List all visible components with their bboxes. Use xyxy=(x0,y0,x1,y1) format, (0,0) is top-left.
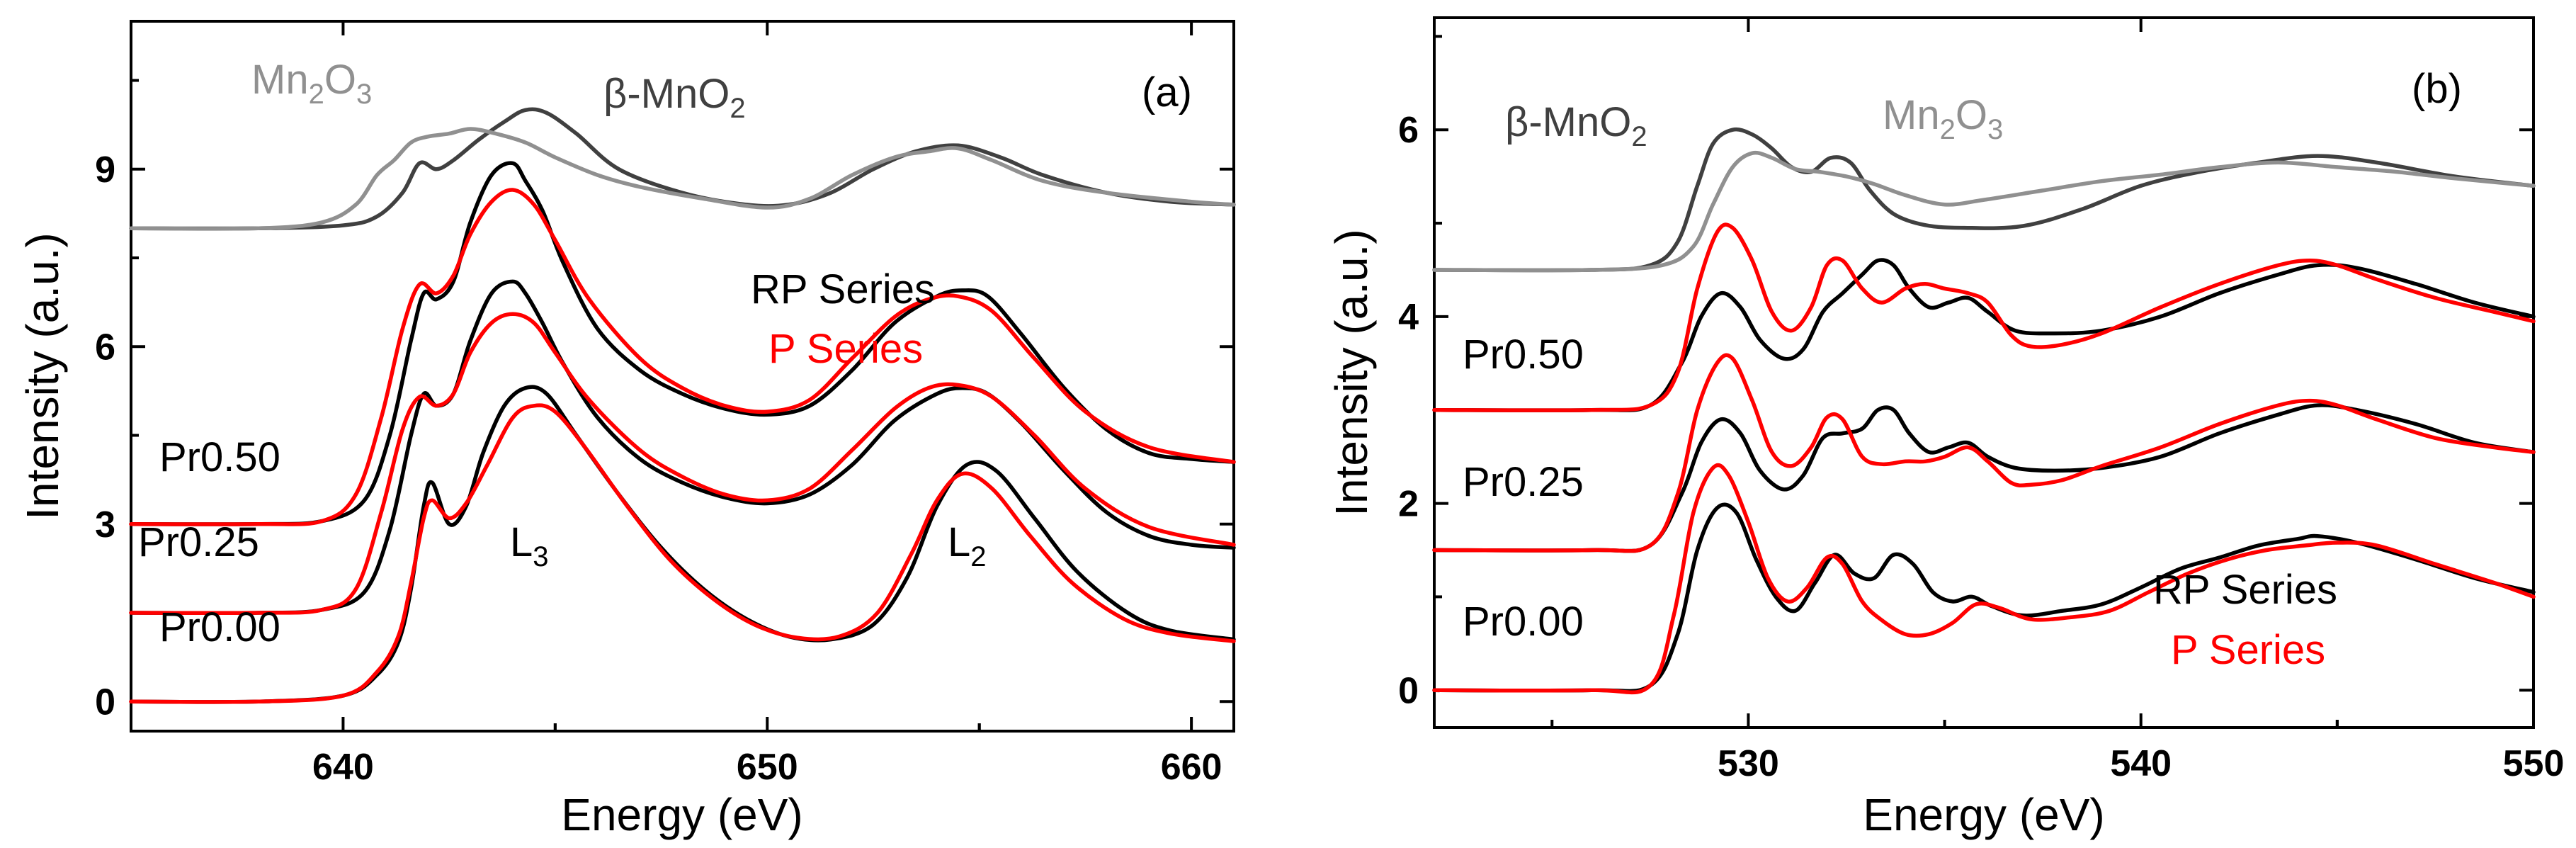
ref-label-bmno2: β-MnO2 xyxy=(603,71,746,124)
panel-b-label: (b) xyxy=(2412,66,2462,112)
panel-b-series xyxy=(1432,127,2536,695)
panel-b-o-k-edge: 530 540 550 0 2 4 6 (b) Energy (eV) Intensity … xyxy=(1326,16,2564,840)
panel-a-ytick-label: 6 xyxy=(95,327,115,368)
panel-b-series-pr0-25-p xyxy=(1432,353,2536,553)
panel-a-xtick-label: 660 xyxy=(1161,747,1222,788)
panel-a-series-pr0-25-p xyxy=(129,312,1236,616)
legend-rp-series: RP Series xyxy=(751,266,935,312)
panel-b-series-pr0-00-p xyxy=(1432,463,2536,695)
panel-b-ticks: 530 540 550 0 2 4 6 xyxy=(1398,18,2564,784)
panel-b-series-pr0-50-rp xyxy=(1432,258,2536,412)
legend-rp-series-b: RP Series xyxy=(2153,567,2337,613)
panel-b-xtick-label: 540 xyxy=(2110,743,2172,784)
panel-b-series--mno2 xyxy=(1432,127,2536,273)
panel-b-xtick-label: 550 xyxy=(2503,743,2565,784)
sample-label-pr000: Pr0.00 xyxy=(159,604,280,650)
panel-b-series-mn2o3 xyxy=(1432,150,2536,273)
panel-a-series-pr0-00-rp xyxy=(129,385,1236,704)
sample-label-pr025: Pr0.25 xyxy=(138,519,259,565)
panel-b-frame xyxy=(1433,16,2535,729)
panel-b-series-pr0-50-p xyxy=(1432,222,2536,412)
sample-label-pr050: Pr0.50 xyxy=(159,434,280,480)
panel-b-ytick-label: 0 xyxy=(1398,670,1419,711)
panel-a-ticks: 640 650 660 0 3 6 9 xyxy=(95,21,1234,788)
panel-a-x-axis-title: Energy (eV) xyxy=(561,789,802,840)
panel-a-series-pr0-50-rp xyxy=(129,161,1236,526)
panel-b-ytick-label: 4 xyxy=(1398,297,1419,338)
panel-b-y-axis-title: Intensity (a.u.) xyxy=(1326,229,1377,516)
panel-a-ytick-label: 3 xyxy=(95,504,115,545)
sample-label-pr000-b: Pr0.00 xyxy=(1463,599,1584,645)
panel-a-frame xyxy=(130,20,1235,733)
panel-a-series-mn2o3 xyxy=(129,127,1236,231)
panel-a-series-pr0-50-p xyxy=(129,188,1236,526)
panel-b-series-pr0-25-rp xyxy=(1432,403,2536,553)
panel-a-series xyxy=(129,107,1236,704)
panel-b-series-pr0-00-rp xyxy=(1432,502,2536,694)
legend-p-series: P Series xyxy=(768,326,923,372)
panel-b-xtick-label: 530 xyxy=(1718,743,1779,784)
panel-b-x-axis-title: Energy (eV) xyxy=(1863,789,2104,840)
panel-a-mn-l-edge: 640 650 660 0 3 6 9 (a) Energy (eV) Intensity … xyxy=(17,20,1236,840)
ref-label-mn2o3: Mn2O3 xyxy=(251,57,372,110)
sample-label-pr025-b: Pr0.25 xyxy=(1463,459,1584,505)
ref-label-mn2o3-b: Mn2O3 xyxy=(1883,92,2003,145)
panel-a-y-axis-title: Intensity (a.u.) xyxy=(17,232,68,520)
edge-label-l3: L3 xyxy=(510,519,549,572)
panel-a-ytick-label: 9 xyxy=(95,149,115,191)
panel-a-xtick-label: 640 xyxy=(312,747,374,788)
panel-a-series-pr0-00-p xyxy=(129,403,1236,704)
sample-label-pr050-b: Pr0.50 xyxy=(1463,332,1584,378)
edge-label-l2: L2 xyxy=(948,519,987,572)
panel-a-xtick-label: 650 xyxy=(737,747,798,788)
legend-p-series-b: P Series xyxy=(2171,627,2325,673)
panel-b-ytick-label: 2 xyxy=(1398,484,1419,525)
panel-a-label: (a) xyxy=(1142,69,1192,115)
panel-b-ytick-label: 6 xyxy=(1398,110,1419,151)
panel-a-series--mno2 xyxy=(129,107,1236,231)
panel-a-ytick-label: 0 xyxy=(95,682,115,723)
ref-label-bmno2-b: β-MnO2 xyxy=(1505,99,1647,152)
